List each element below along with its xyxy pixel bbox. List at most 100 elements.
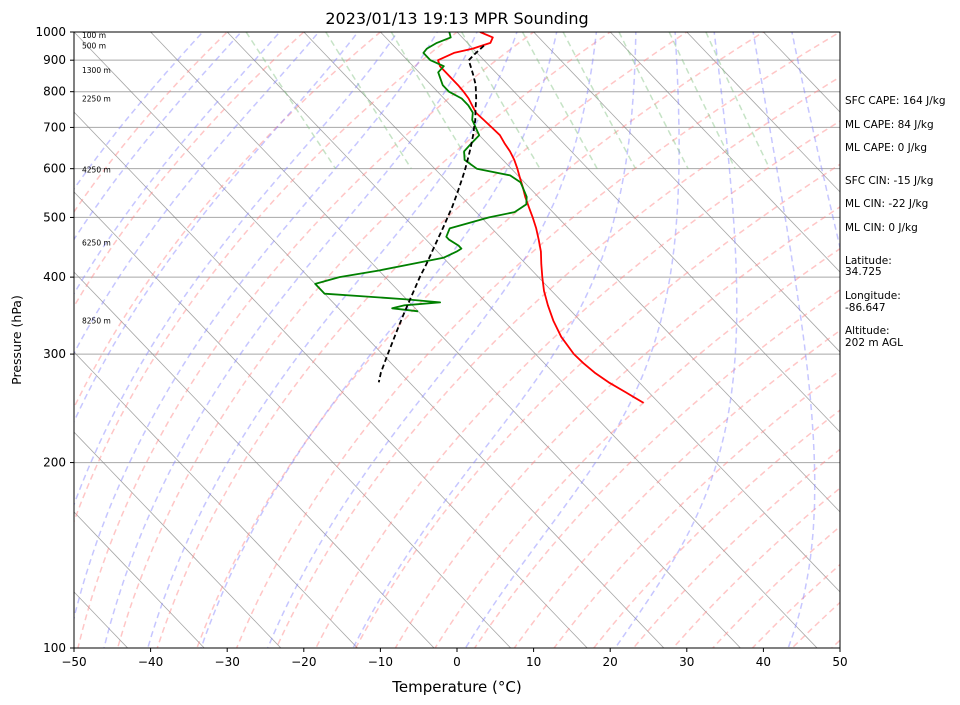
dry-adiabat-line (711, 525, 840, 648)
moist-adiabat-line (74, 32, 439, 622)
mixing-ratio-line (325, 32, 412, 170)
latitude-value: 34.725 (845, 266, 882, 278)
isotherm-line (456, 32, 840, 433)
mixing-ratio-line (705, 32, 771, 170)
height-label: 8250 m (82, 317, 111, 326)
y-tick-label: 300 (43, 347, 66, 361)
dry-adiabat-line (553, 369, 840, 648)
mixing-ratio-line (521, 32, 598, 170)
moist-adiabat-line (267, 32, 598, 648)
y-tick-label: 900 (43, 53, 66, 67)
isotherm-line (74, 351, 359, 648)
dry-adiabat-line (473, 288, 840, 648)
moist-adiabat-line (74, 32, 320, 355)
background-lines (74, 19, 960, 662)
dry-adiabat-line (513, 329, 840, 648)
moist-adiabat-line (74, 32, 359, 424)
dry-adiabat-line (77, 32, 535, 648)
moist-adiabat-line (74, 32, 399, 507)
y-tick-label: 100 (43, 641, 66, 655)
y-tick-label: 700 (43, 120, 66, 134)
mixing-ratio-line (562, 32, 637, 170)
isotherm-line (609, 32, 840, 273)
ml-cin-label: ML CIN: -22 J/kg (845, 198, 929, 210)
dry-adiabat-line (434, 247, 840, 648)
latitude-label: Latitude: (845, 255, 892, 267)
x-axis-label: Temperature (°C) (391, 678, 521, 696)
isotherm-line (226, 32, 818, 648)
sounding-profiles (314, 32, 645, 404)
moist-adiabat-line (791, 32, 840, 251)
isotherm-line (379, 32, 840, 513)
isotherm-line (74, 511, 205, 648)
altitude-value: 202 m AGL (845, 337, 903, 349)
isotherm-line (74, 32, 665, 648)
x-tick-label: −20 (291, 655, 316, 669)
isotherm-line (150, 32, 742, 648)
axis-ticks: −50 −40 −30 −20 −10 0 10 20 30 40 50 100 200 300 400 50… (35, 25, 847, 669)
dry-adiabat-line (275, 76, 840, 648)
x-tick-label: 0 (453, 655, 461, 669)
sfc-cape-label: SFC CAPE: 164 J/kg (845, 95, 946, 107)
dry-adiabat-line (116, 32, 612, 648)
isotherm-line (74, 111, 588, 648)
sfc-cin-label: SFC CIN: -15 J/kg (845, 175, 934, 187)
height-label: 100 m (82, 31, 106, 40)
isotherm-line (303, 32, 840, 593)
moist-adiabat-line (752, 32, 816, 648)
mixing-ratio-line (668, 32, 736, 170)
parcel-profile-line (377, 45, 485, 383)
moist-adiabat-line (352, 32, 637, 648)
moist-adiabat-line (147, 32, 518, 648)
isotherm-line (74, 271, 435, 648)
ml-cape-label-2: ML CAPE: 0 J/kg (845, 142, 928, 154)
temperature-profile-line (437, 32, 645, 404)
altitude-label: Altitude: (845, 325, 890, 337)
dry-adiabat-line (196, 32, 765, 648)
x-tick-label: 40 (756, 655, 771, 669)
longitude-label: Longitude: (845, 290, 901, 302)
x-tick-label: −50 (61, 655, 86, 669)
moist-adiabat-line (200, 32, 558, 648)
height-label: 2250 m (82, 94, 111, 103)
dry-adiabat-line (354, 163, 840, 648)
height-label: 500 m (82, 42, 106, 51)
dry-adiabat-line (156, 32, 689, 648)
x-tick-label: −40 (138, 655, 163, 669)
y-tick-label: 1000 (35, 25, 66, 39)
moist-adiabat-line (74, 32, 243, 241)
y-tick-label: 600 (43, 162, 66, 176)
mixing-ratio-line (390, 32, 474, 170)
isotherm-line (74, 191, 512, 648)
dewpoint-profile-line (314, 32, 528, 313)
dry-adiabat-line (315, 120, 840, 648)
x-tick-label: 20 (603, 655, 618, 669)
dry-adiabat-line (394, 206, 840, 648)
y-tick-label: 200 (43, 456, 66, 470)
mixing-ratio-line (245, 32, 337, 170)
y-tick-label: 800 (43, 85, 66, 99)
ml-cape-label: ML CAPE: 84 J/kg (845, 119, 934, 131)
mixing-ratio-line (618, 32, 689, 170)
longitude-value: -86.647 (845, 302, 886, 314)
x-tick-label: 10 (526, 655, 541, 669)
chart-title: 2023/01/13 19:13 MPR Sounding (325, 9, 588, 28)
moist-adiabat-line (74, 32, 281, 296)
moist-adiabat-line (614, 32, 738, 648)
dry-adiabat-line (235, 32, 840, 648)
isotherm-line (686, 32, 840, 193)
dry-adiabat-line (74, 32, 305, 308)
moist-adiabat-line (464, 32, 680, 648)
x-tick-label: 50 (832, 655, 847, 669)
isotherm-line (904, 19, 960, 662)
moist-adiabat-line (103, 32, 478, 648)
isotherm-line (74, 431, 282, 648)
mixing-ratio-line (461, 32, 541, 170)
dry-adiabat-line (632, 448, 840, 648)
x-tick-label: −10 (368, 655, 393, 669)
height-labels: 100 m 500 m 1300 m 2250 m 4250 m 6250 m 8250 m (82, 31, 111, 325)
dry-adiabat-line (74, 32, 459, 524)
ml-cin-label-2: ML CIN: 0 J/kg (845, 222, 918, 234)
y-axis-label: Pressure (hPa) (9, 295, 24, 385)
